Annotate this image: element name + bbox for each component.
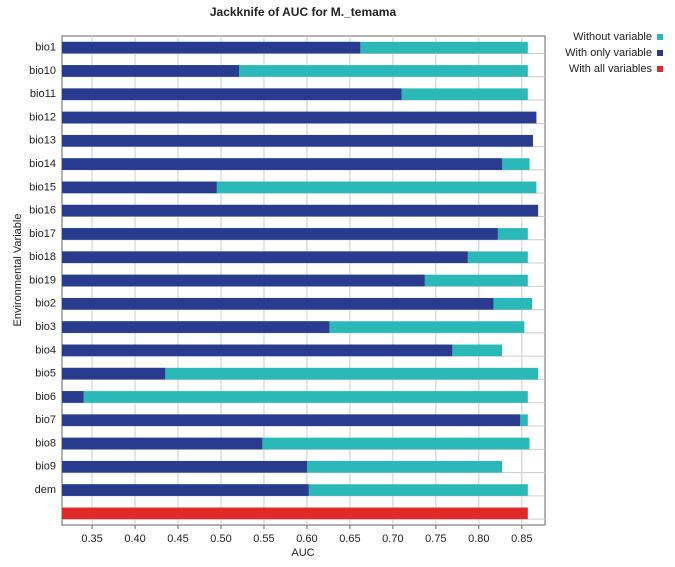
y-tick-label: bio11 — [30, 88, 56, 100]
legend-swatch — [657, 66, 663, 72]
x-tick-label: 0.60 — [296, 533, 317, 545]
x-tick-label: 0.50 — [210, 533, 231, 545]
bar — [62, 251, 468, 264]
bar — [62, 158, 503, 170]
bar — [62, 41, 361, 54]
bar — [62, 484, 309, 496]
legend-swatch — [657, 50, 663, 56]
y-tick-label: bio7 — [35, 414, 56, 426]
y-tick-label: bio19 — [29, 274, 56, 286]
bar — [62, 181, 217, 194]
y-tick-label: bio10 — [29, 65, 56, 77]
y-tick-label: bio9 — [35, 461, 56, 473]
y-tick-label: bio12 — [29, 111, 56, 123]
y-tick-label: bio5 — [35, 368, 56, 380]
bar — [62, 344, 453, 357]
y-tick-label: bio15 — [29, 181, 56, 193]
bar — [62, 367, 166, 380]
x-axis-title: AUC — [291, 547, 314, 559]
y-tick-label: bio4 — [35, 344, 56, 356]
y-tick-label: bio3 — [35, 321, 56, 333]
y-tick-label: bio2 — [35, 298, 56, 310]
bar — [62, 111, 537, 124]
bar — [62, 460, 307, 473]
x-tick-label: 0.40 — [124, 533, 145, 545]
y-tick-label: bio14 — [29, 158, 56, 170]
bar — [62, 204, 539, 217]
bar — [62, 414, 521, 427]
y-tick-label: bio18 — [29, 251, 56, 263]
y-tick-label: bio13 — [29, 135, 56, 147]
y-tick-label: bio16 — [29, 205, 56, 217]
bar — [62, 274, 425, 287]
chart-title: Jackknife of AUC for M._temama — [210, 5, 397, 19]
bar — [62, 437, 263, 450]
bar — [62, 391, 84, 403]
bar — [62, 321, 330, 333]
y-tick-label: bio17 — [29, 228, 56, 240]
legend-label: Without variable — [573, 31, 652, 43]
y-tick-label: dem — [35, 484, 56, 496]
bar — [62, 181, 537, 194]
x-tick-label: 0.85 — [511, 533, 532, 545]
bar — [62, 228, 498, 240]
x-tick-label: 0.65 — [339, 533, 360, 545]
legend-label: With only variable — [565, 47, 652, 59]
x-tick-label: 0.45 — [167, 533, 188, 545]
bar — [62, 65, 240, 77]
y-tick-label: bio1 — [35, 42, 56, 54]
bar — [62, 391, 528, 403]
x-tick-label: 0.75 — [425, 533, 446, 545]
bar — [62, 134, 533, 147]
bar — [62, 507, 528, 520]
bar — [62, 437, 530, 450]
y-tick-label: bio6 — [35, 391, 56, 403]
x-tick-label: 0.80 — [468, 533, 489, 545]
bar — [62, 65, 528, 77]
legend-label: With all variables — [569, 63, 653, 75]
y-tick-label: bio8 — [35, 437, 56, 449]
x-tick-label: 0.70 — [382, 533, 403, 545]
x-tick-label: 0.35 — [81, 533, 102, 545]
bar — [62, 297, 494, 310]
y-axis-title: Environmental Variable — [12, 214, 24, 327]
x-tick-label: 0.55 — [253, 533, 274, 545]
legend-swatch — [657, 34, 663, 40]
bar — [62, 88, 402, 101]
bar — [62, 367, 539, 380]
